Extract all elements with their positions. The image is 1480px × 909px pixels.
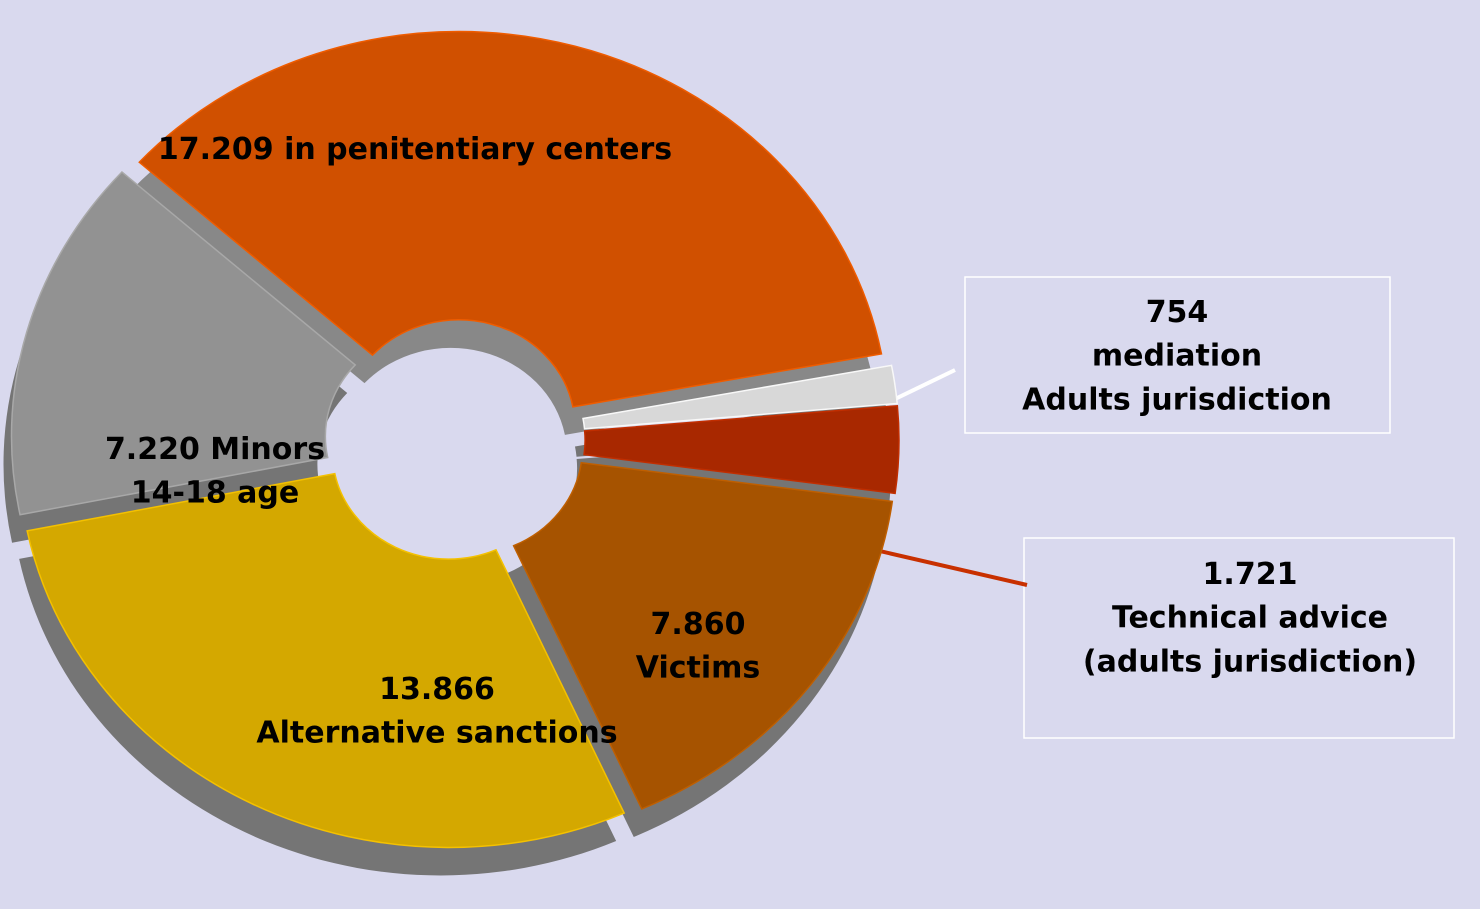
slice — [582, 364, 899, 430]
value-label: 7.860 — [651, 607, 746, 642]
data-label: 754 — [1146, 295, 1209, 330]
value-label: 13.866 — [379, 672, 495, 707]
labels: 17.209 in penitentiary centers 754 mediati… — [105, 132, 1417, 751]
data-label: 7.860 — [651, 607, 746, 642]
slice — [26, 472, 626, 849]
data-label: 13.866 — [379, 672, 495, 707]
callout-box — [964, 276, 1391, 434]
value-label: 7.220 — [105, 432, 200, 467]
callout-box — [1023, 537, 1455, 739]
category-label: Alternative sanctions — [256, 716, 617, 751]
category-label: Victims — [636, 651, 761, 686]
value-label: 17.209 — [158, 132, 274, 167]
data-label: 1.721 — [1203, 557, 1298, 592]
slice — [10, 170, 357, 516]
category-label: (adults jurisdiction) — [1083, 645, 1417, 680]
category-label: in penitentiary centers — [284, 132, 672, 167]
slice — [512, 461, 894, 810]
data-label: 7.220 Minors — [105, 432, 325, 467]
slice — [583, 404, 900, 495]
value-label: 1.721 — [1203, 557, 1298, 592]
value-label: 754 — [1146, 295, 1209, 330]
slices — [3, 30, 900, 876]
data-label: 17.209 in penitentiary centers — [158, 132, 672, 167]
category-label: Technical advice — [1112, 601, 1388, 636]
category-label: 14-18 age — [131, 476, 299, 511]
category-label: mediation — [1092, 339, 1262, 374]
category-label: Minors — [210, 432, 325, 467]
category-label: Adults jurisdiction — [1022, 383, 1332, 418]
slice — [138, 30, 883, 408]
